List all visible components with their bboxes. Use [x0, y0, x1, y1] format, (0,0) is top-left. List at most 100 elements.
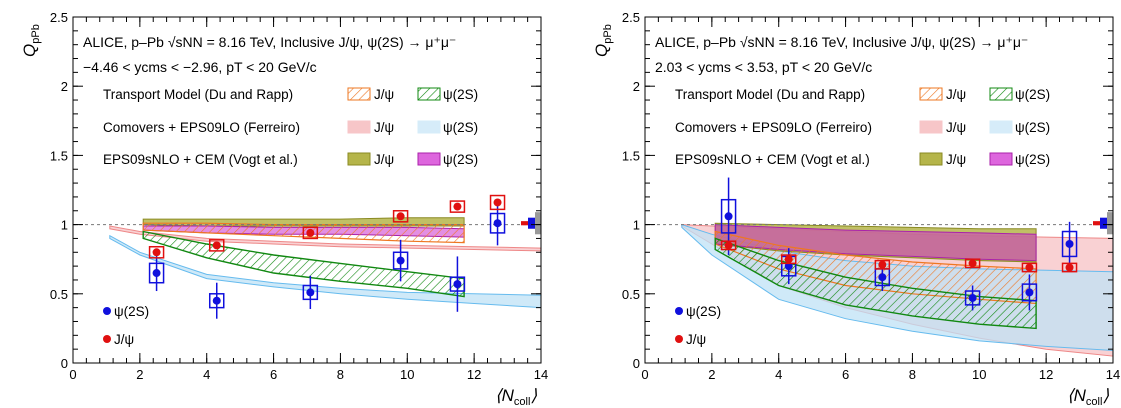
- y-tick-label: 0: [633, 356, 640, 371]
- sys-error-box: [208, 293, 225, 309]
- legend-psi2s-label: ψ(2S): [1015, 152, 1050, 167]
- data-point: [152, 269, 161, 278]
- legend-marker-psi2s-label: ψ(2S): [114, 304, 149, 319]
- info-line-kinematics: 2.03 < ycms < 3.53, pT < 20 GeV/c: [655, 59, 872, 75]
- legend-model-label: Comovers + EPS09LO (Ferreiro): [103, 120, 300, 135]
- sys-error-box: [148, 262, 165, 284]
- legend-psi2s-label: ψ(2S): [443, 87, 478, 102]
- sys-error-box: [148, 245, 165, 259]
- legend-jpsi-label: J/ψ: [374, 152, 394, 167]
- data-point: [878, 260, 887, 269]
- x-tick-label: 14: [1106, 367, 1120, 382]
- legend-psi2s-label: ψ(2S): [443, 120, 478, 135]
- global-uncertainty-box: [535, 212, 541, 235]
- x-tick-label: 14: [534, 367, 548, 382]
- x-axis-label: ⟨Ncoll⟩: [495, 386, 537, 408]
- legend-jpsi-label: J/ψ: [946, 152, 966, 167]
- legend-swatch-psi2s: [989, 87, 1013, 101]
- legend-model-label: Comovers + EPS09LO (Ferreiro): [675, 120, 872, 135]
- legend-psi2s-label: ψ(2S): [443, 152, 478, 167]
- x-tick-label: 8: [337, 367, 344, 382]
- legend-jpsi-label: J/ψ: [374, 120, 394, 135]
- info-line-kinematics: −4.46 < ycms < −2.96, pT < 20 GeV/c: [83, 59, 317, 75]
- y-tick-label: 1.5: [50, 148, 68, 163]
- global-uncertainty-box: [1093, 221, 1100, 226]
- legend-marker-jpsi-label: J/ψ: [114, 332, 134, 347]
- legend-marker-jpsi: [103, 335, 111, 343]
- x-tick-label: 4: [203, 367, 210, 382]
- info-line-collision: ALICE, p–Pb √sNN = 8.16 TeV, Inclusive J…: [83, 34, 456, 50]
- sys-error-box: [392, 251, 409, 270]
- y-tick-label: 2: [633, 79, 640, 94]
- x-tick-label: 6: [842, 367, 849, 382]
- data-point: [784, 255, 793, 264]
- legend-swatch-psi2s: [989, 120, 1013, 134]
- legend-model-label: EPS09sNLO + CEM (Vogt et al.): [103, 152, 298, 167]
- data-point: [453, 202, 462, 211]
- legend-marker-psi2s: [103, 307, 111, 315]
- data-point: [1065, 263, 1074, 272]
- data-point: [968, 259, 977, 268]
- sys-error-box: [489, 194, 506, 211]
- data-point: [724, 241, 733, 250]
- x-tick-label: 0: [69, 367, 76, 382]
- data-point: [968, 293, 977, 302]
- global-uncertainty-box: [521, 221, 528, 226]
- legend-marker-jpsi-label: J/ψ: [686, 332, 706, 347]
- chart-panel-1: 0 2 4 6 8 10 12 14 0 0.5 1 1.5 2 2.5 QpPb ⟨Ncoll⟩ ALICE,…: [20, 10, 548, 408]
- sys-error-box: [489, 212, 506, 234]
- legend-swatch-jpsi: [347, 87, 371, 101]
- legend-jpsi-label: J/ψ: [946, 87, 966, 102]
- sys-error-box: [720, 240, 737, 251]
- sys-error-box: [720, 198, 737, 234]
- legend-model-label: Transport Model (Du and Rapp): [675, 87, 865, 102]
- data-point: [396, 256, 405, 265]
- data-point: [1025, 288, 1034, 297]
- legend-model-label: Transport Model (Du and Rapp): [103, 87, 293, 102]
- info-line-collision: ALICE, p–Pb √sNN = 8.16 TeV, Inclusive J…: [655, 34, 1028, 50]
- data-point: [493, 198, 502, 207]
- x-tick-label: 10: [400, 367, 414, 382]
- legend-swatch-psi2s: [417, 87, 441, 101]
- data-point: [1065, 239, 1074, 248]
- legend-swatch-psi2s: [417, 152, 441, 166]
- sys-error-box: [1021, 283, 1038, 302]
- y-axis-label: QpPb: [20, 24, 42, 57]
- sys-error-box: [780, 254, 797, 265]
- y-tick-label: 0: [61, 356, 68, 371]
- legend-jpsi-label: J/ψ: [374, 87, 394, 102]
- data-point: [878, 273, 887, 282]
- sys-error-box: [874, 259, 891, 270]
- y-tick-label: 1: [633, 218, 640, 233]
- x-tick-label: 2: [136, 367, 143, 382]
- y-tick-label: 2.5: [50, 10, 68, 25]
- sys-error-box: [302, 284, 319, 301]
- data-point: [306, 228, 315, 237]
- data-point: [493, 219, 502, 228]
- data-point: [152, 248, 161, 257]
- data-point: [306, 288, 315, 297]
- sys-error-box: [449, 200, 466, 213]
- x-tick-label: 12: [1039, 367, 1053, 382]
- y-axis-label: QpPb: [592, 24, 614, 57]
- legend-psi2s-label: ψ(2S): [1015, 120, 1050, 135]
- legend-swatch-jpsi: [919, 87, 943, 101]
- legend-swatch-jpsi: [919, 120, 943, 134]
- sys-error-box: [449, 276, 466, 292]
- legend-swatch-psi2s: [417, 120, 441, 134]
- y-tick-label: 1: [61, 218, 68, 233]
- legend-jpsi-label: J/ψ: [946, 120, 966, 135]
- y-tick-label: 0.5: [50, 287, 68, 302]
- y-tick-label: 0.5: [622, 287, 640, 302]
- y-tick-label: 2: [61, 79, 68, 94]
- x-tick-label: 12: [467, 367, 481, 382]
- y-tick-label: 2.5: [622, 10, 640, 25]
- sys-error-box: [1061, 230, 1078, 258]
- sys-error-box: [208, 239, 225, 252]
- sys-error-box: [964, 258, 981, 269]
- sys-error-box: [1061, 262, 1078, 273]
- y-tick-label: 1.5: [622, 148, 640, 163]
- data-point: [212, 296, 221, 305]
- data-point: [212, 241, 221, 250]
